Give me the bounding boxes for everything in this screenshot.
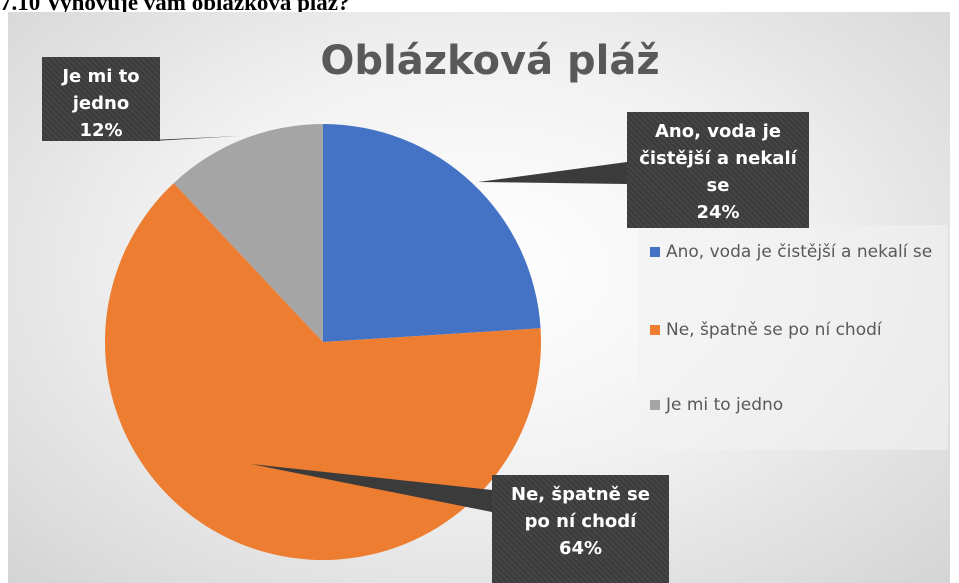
pie-slice	[104, 183, 542, 560]
data-label: 64%	[558, 538, 603, 559]
data-label: 24%	[696, 202, 740, 223]
data-label: 12%	[79, 120, 123, 141]
chart: Oblázková pláž Ano, voda je čistější a n…	[8, 12, 950, 583]
legend-label: Ne, špatně se po ní chodí	[666, 320, 882, 340]
legend-label: Je mi to jedno	[666, 395, 784, 415]
callout-pointer	[251, 464, 492, 512]
callout-category: Ano, voda je čistější a nekalí se	[639, 121, 797, 196]
legend-swatch	[650, 325, 660, 335]
callout-category: Ne, špatně se po ní chodí	[511, 484, 650, 532]
data-callout: Ne, špatně se po ní chodí 64%	[492, 475, 669, 583]
callout-category: Je mi to jedno	[62, 66, 140, 114]
legend-swatch	[650, 400, 660, 410]
data-callout: Ano, voda je čistější a nekalí se 24%	[627, 112, 809, 228]
legend-entry: Ano, voda je čistější a nekalí se	[650, 237, 940, 267]
legend-label: Ano, voda je čistější a nekalí se	[666, 242, 933, 262]
pie-slice	[173, 124, 323, 342]
pie-slice	[323, 124, 541, 342]
legend-entry: Ne, špatně se po ní chodí	[650, 315, 940, 345]
legend-swatch	[650, 247, 660, 257]
legend-entry: Je mi to jedno	[650, 390, 940, 420]
pie-area	[104, 124, 627, 560]
heading: 7.10 Vyhovuje vám oblázková pláž?	[0, 0, 350, 15]
callout-pointer	[478, 162, 627, 184]
data-callout: Je mi to jedno 12%	[42, 57, 160, 141]
chart-title: Oblázková pláž	[320, 38, 660, 84]
legend: Ano, voda je čistější a nekalí se Ne, špa…	[638, 225, 948, 450]
